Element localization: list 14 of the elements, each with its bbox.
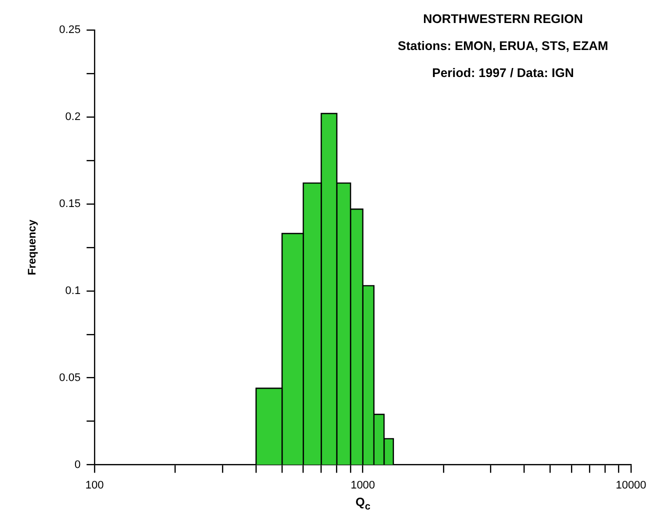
y-tick-label: 0.15 [59,198,81,210]
y-tick-label: 0 [74,458,81,471]
y-tick-label: 0.25 [59,24,81,36]
y-tick-label: 0.1 [65,284,81,297]
x-tick-label: 100 [85,479,104,492]
text: Stations: EMON, ERUA, STS, EZAM [396,39,610,53]
y-tick-label: 0.2 [65,110,81,123]
chart-title: NORTHWESTERN REGION [422,12,584,26]
y-axis-title: Frequency [26,218,39,276]
annotation: Period: 1997 / Data: IGN [431,66,575,80]
x-tick-label: 1000 [350,479,376,492]
y-tick-label: 0.05 [59,372,81,384]
x-axis-title: Q$_{c}$ [354,495,372,512]
x-tick-label: 10000 [616,479,646,492]
